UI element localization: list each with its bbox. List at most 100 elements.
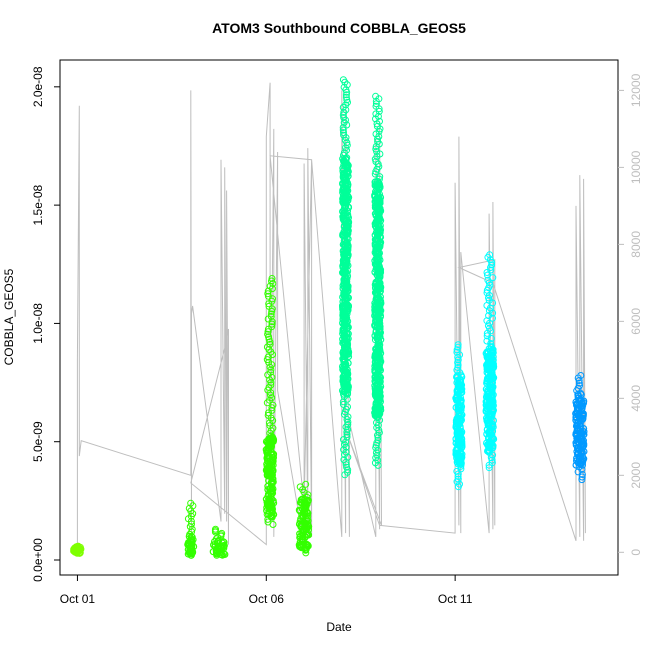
data-point (374, 365, 382, 373)
point-cluster (262, 275, 278, 528)
data-point (487, 340, 495, 347)
data-point (575, 433, 584, 441)
point-cluster (482, 251, 498, 472)
data-point (341, 303, 349, 311)
data-point (488, 258, 496, 266)
data-point (268, 305, 276, 313)
data-point (339, 293, 347, 301)
x-tick-label: Oct 11 (438, 592, 473, 606)
data-point (268, 307, 276, 315)
data-point (296, 541, 304, 549)
data-point (212, 546, 221, 555)
data-point (339, 240, 347, 249)
data-point (376, 296, 384, 304)
data-point (267, 310, 275, 318)
data-point (344, 219, 352, 227)
data-point (454, 361, 462, 369)
data-point (372, 399, 380, 407)
data-point (373, 408, 381, 416)
data-point (454, 473, 462, 480)
data-point (210, 541, 218, 549)
data-point (265, 300, 273, 308)
data-point (296, 532, 305, 540)
data-point (371, 289, 380, 297)
x-tick-label: Oct 06 (249, 592, 285, 606)
data-point (343, 207, 352, 215)
data-point (266, 500, 274, 508)
point-series-0 (70, 542, 85, 557)
data-point (373, 380, 381, 389)
data-point (339, 231, 347, 239)
data-point (372, 404, 380, 412)
data-point (482, 407, 490, 416)
data-point (184, 540, 192, 548)
data-point (186, 549, 194, 557)
data-point (339, 335, 347, 343)
data-point (578, 448, 586, 456)
data-point (187, 532, 195, 541)
data-point (489, 383, 497, 392)
data-point (377, 349, 385, 357)
data-point (371, 284, 380, 292)
data-point (489, 349, 497, 357)
data-point (457, 406, 465, 414)
data-point (375, 345, 384, 353)
data-point (343, 428, 351, 436)
data-point (375, 199, 383, 207)
data-point (376, 279, 384, 287)
data-point (339, 195, 348, 203)
data-point (339, 318, 347, 327)
data-point (375, 271, 383, 279)
data-point (376, 222, 384, 230)
y2-tick-label: 4000 (629, 385, 643, 412)
data-point (372, 241, 380, 249)
y-axis-label: COBBLA_GEOS5 (2, 268, 16, 365)
data-point (372, 310, 380, 318)
data-point (341, 280, 349, 288)
data-point (220, 538, 228, 546)
data-point (375, 179, 383, 187)
data-point (343, 169, 351, 177)
data-point (302, 503, 310, 511)
data-point (485, 446, 493, 454)
plot-area (70, 76, 588, 559)
data-point (339, 268, 347, 276)
data-point (342, 348, 351, 356)
data-point (341, 284, 349, 292)
data-point (454, 438, 462, 447)
data-point (575, 377, 583, 384)
data-point (574, 392, 582, 400)
point-cluster (209, 525, 229, 559)
data-point (303, 521, 311, 529)
point-cluster (339, 76, 353, 479)
data-point (374, 204, 382, 212)
data-point (268, 474, 276, 482)
point-cluster (184, 499, 198, 559)
point-cluster (371, 92, 385, 469)
y-tick-label: 5.0e-09 (31, 421, 45, 462)
data-point (374, 407, 382, 415)
data-point (374, 461, 382, 469)
data-point (375, 327, 383, 335)
data-point (344, 242, 352, 250)
data-point (485, 464, 493, 472)
data-point (187, 517, 195, 525)
data-point (454, 470, 462, 478)
data-point (486, 427, 494, 435)
data-point (485, 433, 493, 442)
data-point (375, 105, 383, 113)
data-point (298, 511, 306, 519)
data-point (376, 224, 384, 232)
data-point (269, 458, 277, 466)
data-point (375, 348, 383, 356)
data-point (211, 537, 219, 546)
data-point (339, 184, 347, 193)
y2-tick-label: 2000 (629, 462, 643, 489)
data-point (372, 168, 380, 176)
right-axis-trace (76, 82, 586, 546)
data-point (342, 461, 350, 469)
data-point (454, 483, 462, 491)
data-point (489, 314, 496, 322)
data-point (486, 444, 494, 452)
data-point (485, 461, 493, 469)
